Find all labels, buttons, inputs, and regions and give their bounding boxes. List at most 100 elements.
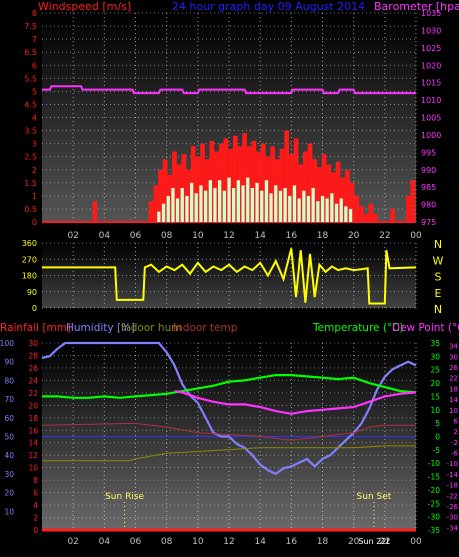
wind-gust-bar bbox=[278, 190, 283, 222]
wind-gust-bar bbox=[348, 208, 353, 222]
temperature-label: Temperature (°C) bbox=[312, 322, 404, 334]
windspeed-bar bbox=[317, 167, 322, 222]
humidity-tick-label: 90 bbox=[4, 358, 14, 367]
x-tick-label: 10 bbox=[192, 537, 204, 547]
temperature-tick-label: -10 bbox=[428, 459, 440, 468]
wind-gust-bar bbox=[320, 195, 325, 222]
barometer-tick-label: 985 bbox=[421, 183, 436, 192]
wind-baro-x-ticks: 02 04 06 08 10 12 14 16 18 20 22 00 bbox=[67, 231, 422, 241]
barometer-axis-ticks: 975 980 985 990 995 1000 1005 1010 1015 1020 1025 1… bbox=[421, 9, 441, 227]
windspeed-tick-label: 7.5 bbox=[24, 22, 37, 31]
windspeed-bar bbox=[368, 203, 374, 222]
wind-gust-bar bbox=[208, 180, 212, 222]
windspeed-bar bbox=[345, 169, 350, 223]
wind-gust-bar bbox=[171, 188, 175, 222]
humidity-tick-label: 50 bbox=[4, 433, 14, 442]
x-tick-label: 10 bbox=[192, 231, 204, 241]
wind-gust-bar bbox=[339, 198, 343, 222]
dew-point-tick-label: 34 bbox=[449, 343, 458, 351]
wind-gust-bars bbox=[157, 177, 353, 222]
temperature-tick-label: 30 bbox=[430, 352, 440, 361]
wind-gust-bar bbox=[246, 177, 250, 222]
x-tick-label: 14 bbox=[254, 231, 266, 241]
windspeed-bar bbox=[232, 135, 238, 222]
rainfall-tick-label: 2 bbox=[33, 514, 38, 523]
x-tick-label: 12 bbox=[223, 231, 234, 241]
dew-point-tick-label: 10 bbox=[449, 407, 458, 415]
wind-gust-bar bbox=[306, 195, 311, 222]
windspeed-tick-label: 6 bbox=[32, 61, 37, 70]
windspeed-tick-label: 7 bbox=[32, 35, 37, 44]
windspeed-bar bbox=[284, 130, 289, 222]
temperature-line bbox=[42, 374, 417, 399]
wind-gust-bar bbox=[161, 203, 166, 222]
x-tick-label: 20 bbox=[348, 537, 360, 547]
barometer-tick-label: 1000 bbox=[421, 131, 441, 140]
wind-gust-bar bbox=[274, 185, 278, 222]
windspeed-bar bbox=[405, 195, 411, 222]
temperature-tick-label: 25 bbox=[430, 366, 440, 375]
barometer-tick-label: 990 bbox=[421, 166, 436, 175]
humidity-tick-label: 20 bbox=[4, 489, 14, 498]
windspeed-tick-label: 4 bbox=[32, 114, 37, 123]
sun-rise-label: Sun Rise bbox=[105, 492, 144, 502]
dew-point-tick-label: -18 bbox=[447, 482, 458, 490]
wind-gust-bar bbox=[316, 201, 320, 222]
dew-point-line bbox=[174, 390, 417, 415]
barometer-tick-label: 975 bbox=[421, 218, 436, 227]
direction-tick-label: 360 bbox=[22, 239, 37, 248]
wind-gust-bar bbox=[260, 190, 264, 222]
barometer-axis-label: Barometer [hpa] bbox=[374, 0, 459, 13]
windspeed-bar bbox=[289, 154, 294, 222]
wind-direction-line bbox=[42, 248, 417, 305]
windspeed-bar bbox=[214, 151, 219, 222]
x-tick-label: 12 bbox=[223, 537, 234, 547]
humidity-tick-label: 40 bbox=[4, 451, 14, 460]
barometer-tick-label: 1015 bbox=[421, 79, 441, 88]
wind-gust-bar bbox=[218, 180, 222, 222]
windspeed-bar bbox=[195, 156, 201, 222]
dew-point-label: Dew Point (°C) bbox=[392, 322, 459, 334]
barometer-line bbox=[42, 85, 416, 95]
temperature-tick-label: -5 bbox=[433, 446, 441, 455]
dew-point-tick-label: -26 bbox=[447, 503, 459, 511]
x-tick-label: 18 bbox=[317, 537, 329, 547]
windspeed-tick-label: 1 bbox=[32, 192, 37, 201]
dew-point-tick-label: 2 bbox=[454, 428, 458, 436]
windspeed-tick-label: 3 bbox=[32, 140, 37, 149]
rainfall-tick-label: 28 bbox=[28, 351, 38, 360]
wind-baro-grid bbox=[42, 12, 417, 223]
humidity-tick-label: 10 bbox=[4, 507, 14, 516]
barometer-tick-label: 1035 bbox=[421, 9, 441, 18]
rainfall-tick-label: 10 bbox=[28, 464, 38, 473]
compass-letter: E bbox=[435, 287, 442, 300]
windspeed-tick-label: 8 bbox=[32, 9, 37, 18]
wind-gust-bar bbox=[292, 185, 297, 222]
x-tick-label: 20 bbox=[348, 231, 360, 241]
x-tick-label: 14 bbox=[254, 537, 266, 547]
windspeed-bar bbox=[204, 159, 210, 222]
windspeed-bar bbox=[354, 195, 360, 222]
windspeed-bar bbox=[223, 138, 229, 222]
wind-gust-bar bbox=[302, 190, 306, 222]
humidity-label: Humidity [%] bbox=[66, 322, 135, 334]
windspeed-bar bbox=[270, 146, 275, 222]
humidity-tick-label: 80 bbox=[4, 376, 14, 385]
windspeed-bar bbox=[176, 164, 182, 222]
wind-gust-bar bbox=[227, 177, 231, 222]
x-tick-label: 08 bbox=[161, 231, 173, 241]
windspeed-bar bbox=[148, 201, 154, 222]
indoor-temp-line bbox=[41, 422, 416, 441]
rainfall-tick-label: 30 bbox=[28, 339, 38, 348]
compass-letter: S bbox=[435, 271, 442, 284]
wind-gust-bar bbox=[255, 182, 259, 222]
compass-letter: W bbox=[433, 254, 444, 267]
rainfall-tick-label: 24 bbox=[28, 376, 38, 385]
dew-point-tick-label: -2 bbox=[451, 439, 458, 447]
barometer-tick-label: 995 bbox=[421, 148, 436, 157]
windspeed-bar bbox=[279, 148, 285, 222]
temp-hum-x-ticks: 02 04 06 08 10 12 14 16 18 20 22 00 bbox=[67, 537, 422, 547]
rainfall-tick-label: 26 bbox=[28, 364, 38, 373]
